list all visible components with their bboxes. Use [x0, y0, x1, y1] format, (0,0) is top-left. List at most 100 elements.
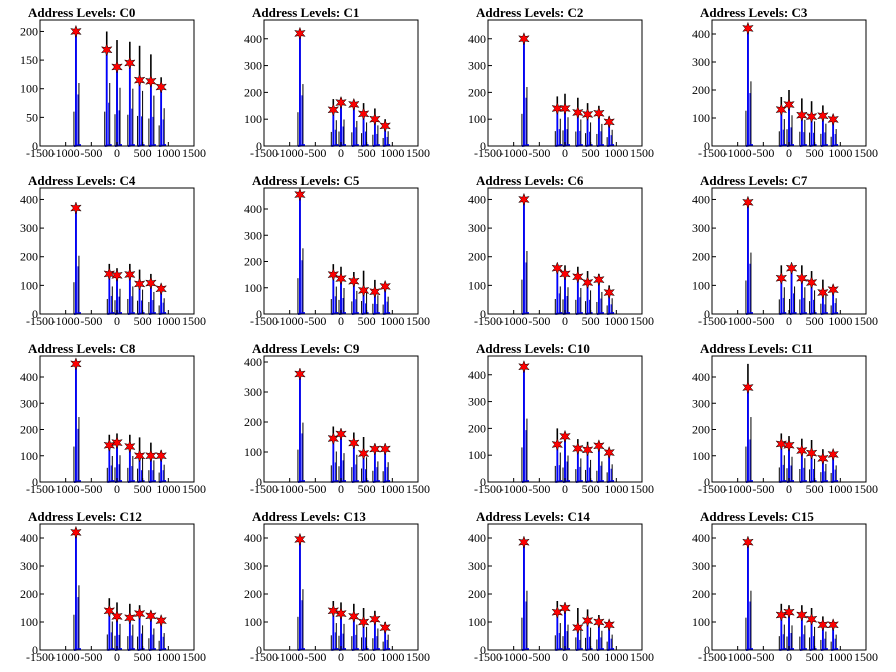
y-tick-label: 200: [692, 83, 710, 97]
x-tick-label: -500: [80, 314, 102, 328]
peak-marker: [785, 261, 798, 275]
x-tick-label: 0: [114, 314, 120, 328]
peak-marker: [327, 267, 340, 282]
x-tick-label: 500: [582, 314, 600, 328]
x-tick-label: 1000: [380, 146, 404, 160]
x-tick-label: 500: [806, 314, 824, 328]
peak-marker: [327, 431, 340, 446]
y-tick-label: 300: [468, 221, 486, 235]
peak-marker: [581, 613, 594, 628]
peak-marker: [593, 106, 605, 121]
x-tick-label: 1500: [182, 146, 206, 160]
histogram-plot: 0 100 200 300 400 -1500-1000 -500 0 500 1000 1500: [20, 523, 206, 664]
panel-title: Address Levels: C13: [252, 509, 366, 524]
peak-marker: [103, 604, 116, 618]
x-tick-label: 1000: [828, 482, 852, 496]
y-tick-label: 100: [692, 111, 710, 125]
peak-marker: [347, 609, 360, 624]
y-tick-label: 100: [244, 281, 262, 295]
x-tick-label: -500: [752, 314, 774, 328]
peak-marker: [603, 445, 615, 460]
y-tick-label: 200: [244, 85, 262, 99]
y-tick-label: 200: [692, 250, 710, 264]
peak-marker: [559, 267, 571, 281]
peak-marker: [795, 608, 808, 622]
panel-title: Address Levels: C5: [252, 173, 360, 188]
x-tick-label: -500: [304, 146, 326, 160]
x-tick-label: 500: [358, 482, 376, 496]
peak-marker: [551, 101, 564, 116]
x-tick-label: 1000: [380, 650, 404, 664]
y-tick-label: 400: [244, 32, 262, 46]
x-tick-label: 0: [338, 146, 344, 160]
peak-marker: [593, 439, 605, 453]
x-tick-label: -1000: [276, 482, 304, 496]
histogram-panel: Address Levels: C12 0 100 200 300 400 -1500 -10…: [0, 504, 224, 672]
peak-marker: [123, 267, 136, 282]
peak-marker: [518, 359, 530, 374]
x-tick-label: 1000: [828, 314, 852, 328]
peak-marker: [827, 112, 839, 127]
panel-title: Address Levels: C15: [700, 509, 814, 524]
peak-marker: [559, 601, 571, 615]
peak-marker: [369, 112, 381, 126]
peak-marker: [581, 107, 594, 122]
y-tick-label: 400: [692, 531, 710, 545]
peak-marker: [817, 451, 829, 466]
peak-marker: [571, 620, 584, 635]
y-tick-label: 400: [244, 531, 262, 545]
x-tick-label: -1000: [724, 650, 752, 664]
panel-title: Address Levels: C3: [700, 5, 808, 20]
x-tick-label: 1500: [182, 650, 206, 664]
x-tick-label: -1500: [474, 650, 502, 664]
y-tick-label: 100: [468, 112, 486, 126]
peak-marker: [581, 443, 594, 457]
x-tick-label: 500: [582, 650, 600, 664]
histogram-panel: Address Levels: C8 0 100 200 300 400 -1500 -100…: [0, 336, 224, 504]
y-tick-label: 0: [480, 475, 486, 489]
y-tick-label: 100: [20, 82, 38, 96]
peak-marker: [347, 274, 360, 288]
x-tick-label: 500: [358, 650, 376, 664]
x-tick-label: -1500: [474, 314, 502, 328]
histogram-panel: Address Levels: C3 0 100 200 300 400 -1500 -100…: [672, 0, 896, 168]
histogram-plot: 0 100 200 300 400 -1500-1000 -500 0 500 1000 1500: [468, 523, 654, 664]
x-tick-label: 500: [134, 482, 152, 496]
peak-marker: [133, 448, 146, 463]
y-tick-label: 400: [468, 531, 486, 545]
peak-marker: [379, 279, 391, 294]
x-tick-label: 1000: [604, 650, 628, 664]
peak-marker: [551, 261, 564, 275]
peak-marker: [369, 442, 381, 456]
x-tick-label: 0: [114, 650, 120, 664]
histogram-plot: 0 100 200 300 400 -1500-1000 -500 0 500 1000 1500: [692, 355, 878, 496]
y-tick-label: 200: [20, 587, 38, 601]
peak-marker: [827, 618, 839, 632]
y-tick-label: 400: [468, 192, 486, 206]
panel-title: Address Levels: C4: [28, 173, 136, 188]
y-tick-label: 100: [692, 615, 710, 629]
x-tick-label: -1500: [250, 650, 278, 664]
x-tick-label: 0: [338, 482, 344, 496]
y-tick-label: 200: [468, 421, 486, 435]
histogram-panel: Address Levels: C14 0 100 200 300 400 -1500 -10…: [448, 504, 672, 672]
y-tick-label: 100: [20, 449, 38, 463]
peak-marker: [775, 102, 788, 117]
x-tick-label: -1000: [724, 314, 752, 328]
x-tick-label: -1000: [52, 146, 80, 160]
peak-marker: [817, 285, 829, 300]
x-tick-label: 1500: [406, 146, 430, 160]
x-tick-label: 500: [358, 314, 376, 328]
panel-title: Address Levels: C10: [476, 341, 590, 356]
x-tick-label: 1000: [380, 482, 404, 496]
x-tick-label: 1500: [630, 482, 654, 496]
histogram-plot: 0 100 200 300 400 -1500-1000 -500 0 500 1000 1500: [20, 355, 206, 496]
peak-marker: [551, 437, 564, 452]
histogram-plot: 0 100 200 300 400 -1500-1000 -500 0 500 1000 1500: [468, 187, 654, 328]
y-tick-label: 100: [244, 445, 262, 459]
panel-title: Address Levels: C2: [476, 5, 584, 20]
panel-title: Address Levels: C8: [28, 341, 136, 356]
y-tick-label: 200: [244, 255, 262, 269]
x-tick-label: -1500: [26, 650, 54, 664]
peak-marker: [603, 115, 615, 129]
